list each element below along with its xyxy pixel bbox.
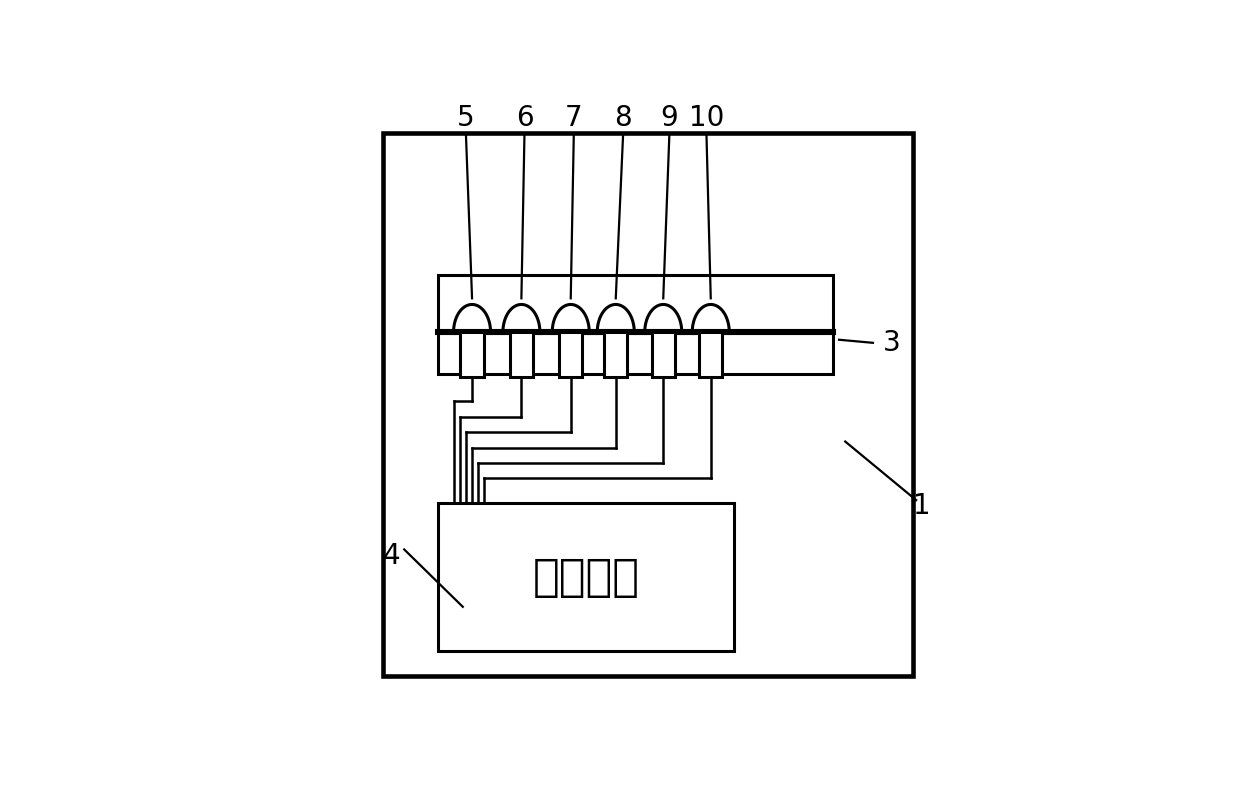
Text: 3: 3: [883, 329, 900, 356]
Bar: [438, 503, 734, 651]
Bar: [604, 332, 627, 376]
Text: 控制模块: 控制模块: [533, 556, 640, 598]
Bar: [510, 332, 533, 376]
Bar: [699, 332, 723, 376]
Text: 9: 9: [661, 103, 678, 131]
Bar: [651, 332, 675, 376]
Bar: [559, 332, 583, 376]
Bar: [438, 275, 833, 373]
Text: 6: 6: [516, 103, 533, 131]
Text: 1: 1: [914, 493, 931, 521]
Text: 10: 10: [688, 103, 724, 131]
Text: 7: 7: [565, 103, 583, 131]
Bar: [460, 332, 484, 376]
Text: 8: 8: [614, 103, 632, 131]
Text: 5: 5: [458, 103, 475, 131]
Text: 4: 4: [383, 541, 401, 570]
Bar: [383, 133, 913, 676]
